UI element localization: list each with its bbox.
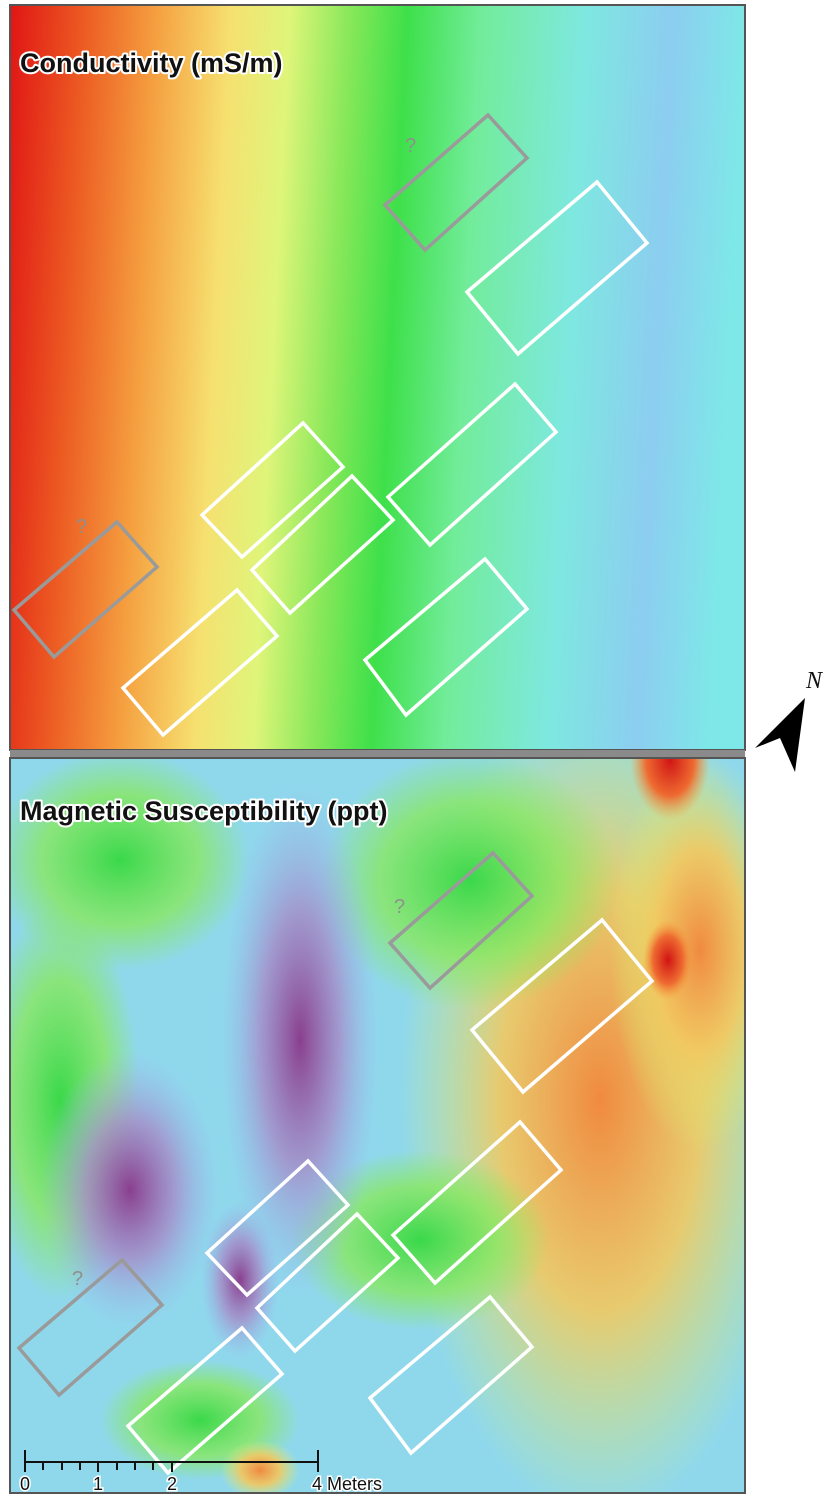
annotation: ? [394,896,405,918]
panel-title: Conductivity (mS/m) [20,48,283,78]
annotation: ? [405,135,416,157]
scale-label: 4 Meters [312,1474,382,1494]
north-arrow: N [755,668,824,772]
north-label: N [805,668,824,694]
susceptibility-panel: Magnetic Susceptibility (ppt) ? ? 0 1 2 … [0,680,800,1494]
page: {"panels": [ {"title": "Conductivity (mS… [0,0,824,1494]
conductivity-panel: Conductivity (mS/m) ? ? [10,5,745,750]
map-figure: Conductivity (mS/m) ? ? Magnetic Suscept… [0,0,824,1494]
panel-title: Magnetic Susceptibility (ppt) [20,796,388,826]
divider [10,750,745,758]
scale-label: 0 [20,1474,30,1494]
conductivity-raster [10,5,745,750]
annotation: ? [76,516,87,538]
scale-label: 2 [167,1474,177,1494]
scale-label: 1 [93,1474,103,1494]
annotation: ? [72,1268,83,1290]
